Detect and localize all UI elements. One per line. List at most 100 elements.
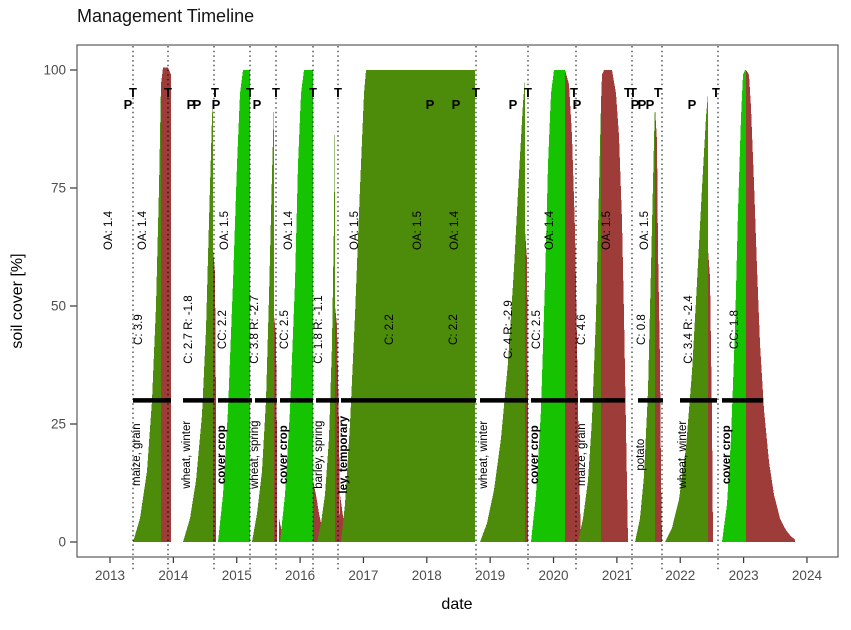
organic-amendment-label: OA: 1.4: [544, 210, 556, 250]
x-tick-label: 2021: [602, 568, 632, 583]
x-axis-title: date: [441, 596, 473, 613]
residue-area: [525, 230, 528, 542]
crop-cover-area: [635, 103, 655, 542]
residue-area: [313, 480, 327, 542]
x-tick-label: 2015: [222, 568, 252, 583]
y-tick-label: 100: [43, 63, 66, 78]
p-marker: P: [688, 97, 697, 112]
organic-amendment-label: OA: 1.5: [412, 211, 424, 250]
tillage-marker: T: [309, 85, 317, 100]
y-tick-label: 50: [51, 299, 66, 314]
tillage-marker: T: [570, 85, 578, 100]
x-tick-label: 2020: [538, 568, 568, 583]
crop-cover-area: [218, 70, 250, 542]
tillage-marker: T: [624, 85, 632, 100]
x-tick-label: 2022: [665, 568, 695, 583]
chart-title: Management Timeline: [77, 6, 255, 26]
carbon-metric-label: C: 2.2: [384, 314, 396, 345]
carbon-metric-label: CC: 2.5: [531, 310, 543, 349]
tillage-marker: T: [272, 85, 280, 100]
crop-name-label: cover crop: [721, 425, 733, 484]
organic-amendment-label: OA: 1.5: [601, 211, 613, 250]
carbon-metric-label: C: 2.7 R: -1.8: [183, 295, 195, 363]
p-marker: P: [631, 97, 640, 112]
panel-border: [76, 44, 839, 558]
p-marker: P: [573, 97, 582, 112]
x-tick-label: 2016: [285, 568, 315, 583]
x-tick-label: 2014: [158, 568, 189, 583]
y-tick-label: 25: [51, 417, 66, 432]
crop-cover-area: [480, 79, 525, 543]
y-tick-label: 75: [51, 181, 66, 196]
crop-cover-area: [252, 103, 274, 542]
p-marker: P: [426, 97, 435, 112]
crop-cover-area: [722, 70, 746, 542]
p-marker: P: [638, 97, 647, 112]
p-marker: P: [187, 97, 196, 112]
crop-name-label: potato: [635, 439, 647, 471]
p-marker: P: [253, 97, 262, 112]
crop-name-label: wheat, winter: [181, 421, 193, 490]
carbon-metric-label: CC: 2.5: [279, 310, 291, 349]
p-marker: P: [212, 97, 221, 112]
residue-area: [213, 249, 216, 542]
residue-area: [708, 249, 713, 542]
carbon-metric-label: C: 1.8 R: -1.1: [313, 295, 325, 363]
tillage-marker: T: [472, 85, 480, 100]
p-marker: P: [646, 97, 655, 112]
organic-amendment-label: OA: 1.4: [449, 210, 461, 250]
crop-cover-area: [578, 103, 601, 542]
tillage-marker: T: [629, 85, 637, 100]
x-tick-label: 2018: [412, 568, 442, 583]
crop-name-label: wheat, winter: [677, 421, 689, 490]
organic-amendment-label: OA: 1.4: [103, 210, 115, 250]
crop-cover-area: [341, 70, 475, 542]
p-marker: P: [193, 97, 202, 112]
residue-area: [274, 315, 277, 542]
carbon-metric-label: C: 4 R: -2.9: [503, 300, 515, 359]
residue-area: [746, 70, 795, 542]
crop-cover-area: [280, 70, 313, 542]
tillage-marker: T: [129, 85, 137, 100]
tillage-marker: T: [164, 85, 172, 100]
x-tick-label: 2024: [792, 568, 823, 583]
tillage-marker: T: [246, 85, 254, 100]
tillage-marker: T: [654, 85, 662, 100]
organic-amendment-label: OA: 1.5: [349, 211, 361, 250]
organic-amendment-label: OA: 1.4: [137, 210, 149, 250]
organic-amendment-label: OA: 1.5: [639, 211, 651, 250]
crop-cover-area: [531, 70, 565, 542]
crop-name-label: maize, grain: [576, 423, 588, 486]
carbon-metric-label: C: 0.8: [636, 314, 648, 345]
residue-area: [335, 306, 340, 542]
x-tick-label: 2013: [95, 568, 125, 583]
crop-cover-area: [665, 93, 708, 542]
x-tick-label: 2017: [348, 568, 378, 583]
organic-amendment-label: OA: 1.5: [219, 211, 231, 250]
x-tick-label: 2023: [729, 568, 759, 583]
tillage-marker: T: [211, 85, 219, 100]
residue-area: [601, 70, 628, 542]
residue-area: [655, 107, 662, 543]
tillage-marker: T: [524, 85, 532, 100]
carbon-metric-label: C: 3.8 R: -2.7: [249, 295, 261, 363]
crop-name-label: wheat, winter: [478, 421, 490, 490]
p-marker: P: [452, 97, 461, 112]
crop-name-label: cover crop: [216, 425, 228, 484]
crop-cover-area: [317, 107, 335, 543]
y-tick-label: 0: [58, 535, 66, 550]
residue-area: [161, 67, 171, 542]
tillage-marker: T: [712, 85, 720, 100]
crop-cover-area: [183, 98, 213, 543]
carbon-metric-label: C: 4.6: [576, 314, 588, 345]
crop-name-label: maize, grain: [131, 423, 143, 486]
carbon-metric-label: CC: 1.8: [729, 310, 741, 349]
crop-name-label: wheat, spring: [249, 420, 261, 489]
residue-area: [565, 70, 581, 542]
carbon-metric-label: CC: 2.2: [217, 310, 229, 349]
crop-cover-area: [133, 84, 161, 542]
p-marker: P: [124, 97, 133, 112]
tillage-marker: T: [334, 85, 342, 100]
